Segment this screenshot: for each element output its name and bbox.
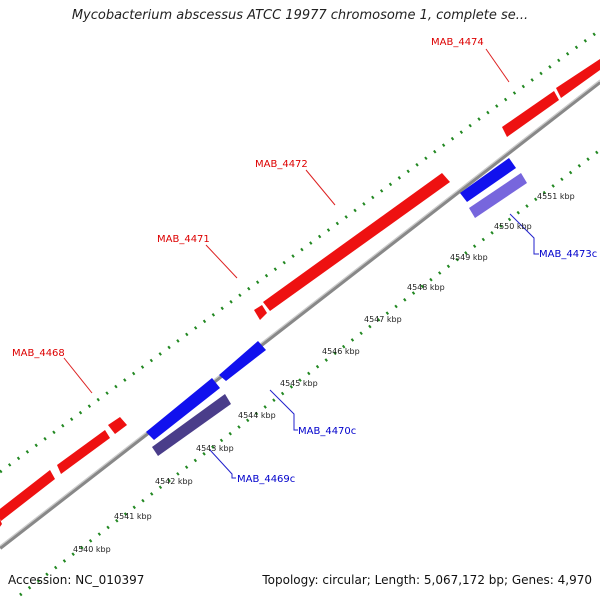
gene-MAB_4472[interactable] [263, 173, 450, 311]
label-MAB_4470c[interactable]: MAB_4470c [298, 426, 356, 437]
chromosome-backbone [0, 80, 600, 550]
tick-4540: 4540 kbp [73, 545, 111, 554]
tick-4542: 4542 kbp [155, 477, 193, 486]
gene-MAB_4468-block-1[interactable] [0, 515, 2, 535]
label-MAB_4471[interactable]: MAB_4471 [157, 234, 210, 245]
gene-MAB_4469c[interactable] [152, 394, 231, 456]
accession-text: Accession: NC_010397 [8, 573, 145, 587]
label-MAB_4473c[interactable]: MAB_4473c [539, 249, 597, 260]
outer-tick-ring [0, 28, 600, 474]
tick-4548: 4548 kbp [407, 283, 445, 292]
gene-MAB_4474-part-2[interactable] [556, 59, 600, 98]
tick-4550: 4550 kbp [494, 222, 532, 231]
gene-MAB_4471[interactable] [254, 305, 267, 320]
topology-summary: Topology: circular; Length: 5,067,172 bp… [262, 573, 592, 587]
tick-4545: 4545 kbp [280, 379, 318, 388]
gene-MAB_4468-arrow[interactable] [108, 417, 127, 434]
gene-MAB_4470c-b[interactable] [219, 341, 266, 381]
tick-4541: 4541 kbp [114, 512, 152, 521]
gene-labels: MAB_4474 MAB_4472 MAB_4471 MAB_4468 MAB_… [12, 37, 597, 485]
map-title: Mycobacterium abscessus ATCC 19977 chrom… [71, 8, 529, 23]
label-MAB_4468[interactable]: MAB_4468 [12, 348, 65, 359]
gene-MAB_4467[interactable] [0, 470, 55, 521]
gene-MAB_4474-part-1[interactable] [502, 91, 559, 137]
reverse-genes [146, 158, 527, 456]
tick-4544: 4544 kbp [238, 411, 276, 420]
inner-tick-ring [19, 148, 600, 597]
label-MAB_4474[interactable]: MAB_4474 [431, 37, 484, 48]
gene-MAB_4473c-pale[interactable] [469, 173, 527, 218]
tick-4546: 4546 kbp [322, 347, 360, 356]
label-MAB_4472[interactable]: MAB_4472 [255, 159, 308, 170]
label-MAB_4469c[interactable]: MAB_4469c [237, 474, 295, 485]
gene-MAB_4473c[interactable] [460, 158, 516, 202]
label-leaders [63, 48, 539, 479]
tick-4547: 4547 kbp [364, 315, 402, 324]
gene-MAB_4470c[interactable] [146, 378, 220, 440]
kbp-tick-labels: 4540 kbp 4541 kbp 4542 kbp 4543 kbp 4544… [73, 192, 575, 554]
forward-genes [0, 59, 600, 535]
tick-4549: 4549 kbp [450, 253, 488, 262]
tick-4543: 4543 kbp [196, 444, 234, 453]
tick-4551: 4551 kbp [537, 192, 575, 201]
gene-MAB_4468[interactable] [57, 430, 110, 474]
